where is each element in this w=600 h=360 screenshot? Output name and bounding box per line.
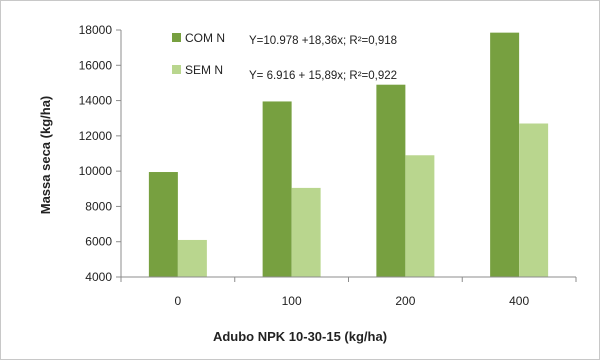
x-tick-label-0: 0	[175, 294, 182, 308]
bar-com-n-400	[490, 32, 520, 278]
legend-label-sem-n: SEM N	[185, 63, 223, 77]
bar-com-n-100	[262, 101, 292, 277]
bars-group	[148, 32, 549, 278]
regression-equation-sem-n: Y= 6.916 + 15,89x; R²=0,922	[249, 70, 397, 82]
x-tick-label-400: 400	[509, 294, 529, 308]
legend-label-com-n: COM N	[185, 31, 225, 45]
y-tick-label-16000: 16000	[79, 58, 113, 72]
y-tick-label-8000: 8000	[85, 199, 112, 213]
x-ticks-group: 0 100 200 400	[120, 277, 577, 308]
x-tick-label-100: 100	[282, 294, 302, 308]
bar-sem-n-400	[519, 123, 549, 277]
legend: COM N SEM N	[172, 31, 225, 77]
y-tick-label-18000: 18000	[79, 23, 113, 37]
bar-com-n-200	[376, 84, 406, 277]
bar-com-n-0	[148, 172, 178, 277]
y-tick-label-12000: 12000	[79, 129, 113, 143]
y-axis-title: Massa seca (kg/ha)	[38, 96, 53, 215]
bar-sem-n-100	[291, 187, 321, 277]
x-tick-label-200: 200	[395, 294, 415, 308]
legend-swatch-com-n	[172, 33, 181, 42]
bar-sem-n-0	[177, 239, 207, 277]
y-tick-label-10000: 10000	[79, 164, 113, 178]
y-tick-label-14000: 14000	[79, 94, 113, 108]
x-axis-title: Adubo NPK 10-30-15 (kg/ha)	[213, 329, 387, 344]
y-tick-label-6000: 6000	[85, 235, 112, 249]
legend-swatch-sem-n	[172, 65, 181, 74]
y-ticks-group: 4000 6000 8000 10000 12000 14000 16000 18000	[79, 23, 121, 284]
y-tick-label-4000: 4000	[85, 270, 112, 284]
regression-equation-com-n: Y=10.978 +18,36x; R²=0,918	[249, 35, 397, 47]
bar-sem-n-200	[405, 155, 435, 277]
